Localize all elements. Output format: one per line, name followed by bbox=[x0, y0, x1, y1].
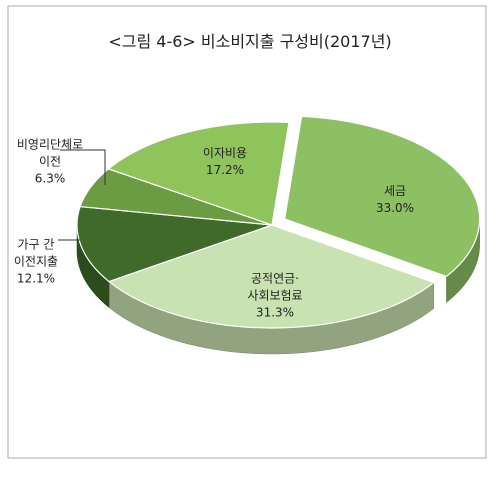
slice-label: 가구 간 이전지출 12.1% bbox=[14, 237, 58, 288]
value-label: 33.0% bbox=[375, 201, 415, 215]
value-label: 12.1% bbox=[16, 271, 56, 286]
category-label: 이자비용 bbox=[202, 146, 248, 160]
value-label: 31.3% bbox=[255, 305, 295, 320]
category-label: 공적연금· 사회보험료 bbox=[247, 271, 303, 303]
slice-label: 공적연금· 사회보험료 31.3% bbox=[247, 271, 302, 322]
slice bbox=[107, 121, 290, 226]
tops bbox=[76, 115, 481, 329]
slice-label: 비영리단체로 이전 6.3% bbox=[17, 137, 83, 188]
chart-title: <그림 4-6> 비소비지출 구성비(2017년) bbox=[108, 32, 392, 51]
value-label: 17.2% bbox=[205, 163, 245, 177]
value-label: 6.3% bbox=[34, 171, 66, 186]
category-label: 세금 bbox=[383, 184, 407, 198]
category-label: 비영리단체로 이전 bbox=[16, 137, 84, 169]
slice bbox=[76, 205, 273, 283]
leader-line bbox=[60, 149, 106, 185]
slice-label: 세금 33.0% bbox=[376, 183, 414, 217]
slice-label: 이자비용 17.2% bbox=[203, 145, 247, 179]
slice bbox=[107, 224, 436, 329]
category-label: 가구 간 이전지출 bbox=[13, 237, 59, 269]
slice bbox=[283, 115, 481, 278]
frame bbox=[7, 5, 487, 459]
